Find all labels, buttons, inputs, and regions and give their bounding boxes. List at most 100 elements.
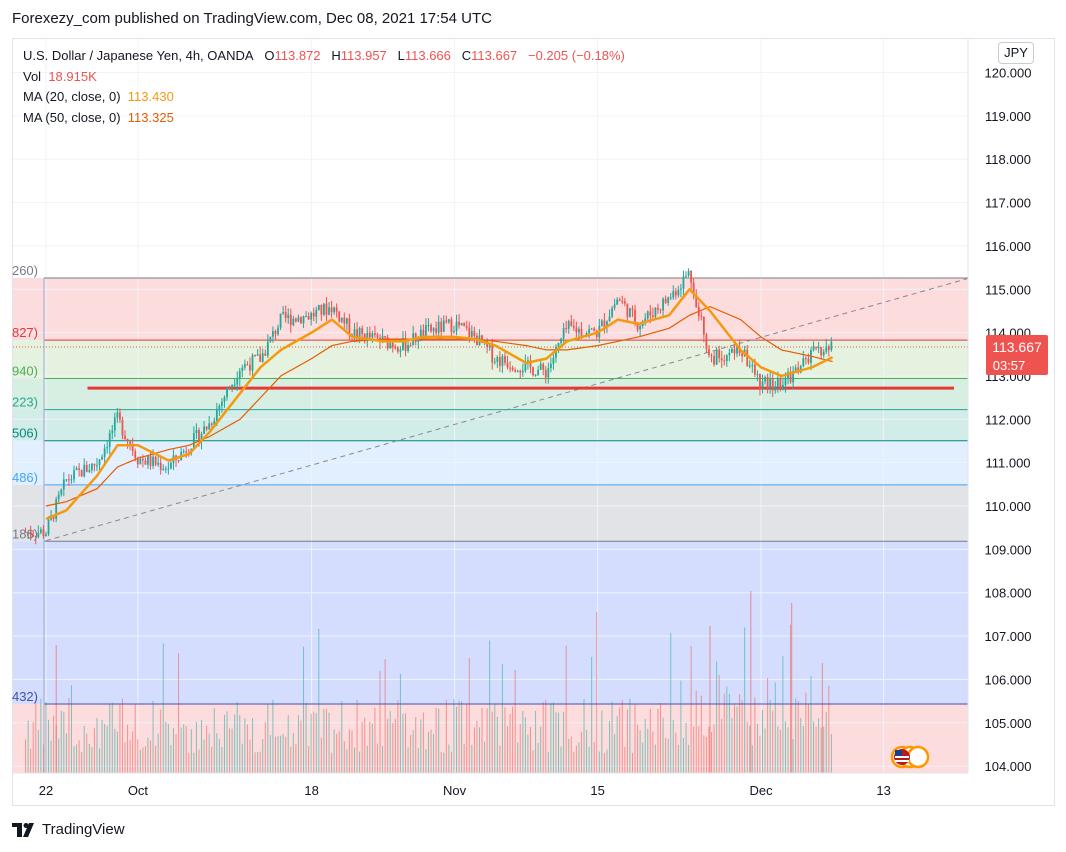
candle-body — [746, 349, 749, 367]
candle-body — [672, 291, 675, 298]
candle-body — [555, 346, 557, 358]
candle-body — [32, 535, 35, 537]
currency-button[interactable]: JPY — [998, 42, 1034, 64]
candle-body — [200, 434, 203, 443]
candle-body — [516, 370, 519, 372]
tradingview-brand[interactable]: TradingView — [12, 821, 125, 838]
candle-body — [228, 387, 231, 389]
candle-body — [634, 309, 636, 323]
candle-body — [549, 363, 552, 369]
candle-body — [736, 346, 738, 354]
candle-body — [205, 426, 208, 430]
candle-body — [807, 358, 810, 363]
candle-body — [657, 307, 659, 310]
candle-body — [618, 299, 621, 302]
candle-body — [794, 367, 797, 371]
candle-body — [282, 311, 285, 314]
ma20-label[interactable]: MA (20, close, 0) — [23, 89, 121, 104]
ma50-label[interactable]: MA (50, close, 0) — [23, 109, 121, 125]
candle-body — [292, 318, 295, 326]
candle-body — [264, 353, 267, 356]
candle-body — [80, 469, 83, 477]
fib-zone — [13, 378, 968, 410]
candle-body — [195, 429, 198, 434]
candle-body — [330, 307, 333, 313]
candle-body — [437, 321, 440, 333]
candle-body — [700, 315, 703, 317]
candle-body — [389, 342, 392, 349]
candle-body — [585, 333, 588, 336]
candle-body — [751, 364, 754, 366]
ma50-line — [45, 305, 833, 507]
candle-body — [402, 338, 404, 350]
fib-level-label: 260) — [12, 263, 38, 278]
candle-body — [419, 329, 422, 341]
price-tick-label: 115.000 — [985, 282, 1031, 297]
candle-body — [162, 468, 165, 470]
candle-body — [782, 384, 784, 390]
candle-body — [358, 328, 361, 338]
price-tag-price: 113.667 — [992, 339, 1042, 355]
candle-body — [340, 317, 343, 322]
fib-level-lines — [43, 277, 968, 773]
vol-label[interactable]: Vol — [23, 68, 42, 84]
candle-body — [692, 282, 695, 295]
candle-body — [198, 429, 200, 443]
candle-body — [662, 298, 664, 311]
candle-body — [27, 531, 30, 533]
price-tick-label: 112.000 — [985, 412, 1031, 427]
candle-body — [376, 334, 379, 338]
fib-zone — [13, 484, 968, 542]
candle-body — [623, 301, 626, 304]
candle-body — [297, 317, 300, 322]
price-tick-label: 105.000 — [985, 716, 1032, 731]
candle-body — [595, 331, 598, 338]
candle-body — [231, 384, 234, 389]
candle-body — [723, 360, 726, 362]
ma20-line — [45, 288, 834, 521]
candle-body — [705, 334, 708, 349]
candle-body — [509, 367, 511, 369]
candle-body — [254, 355, 256, 357]
symbol-name[interactable]: U.S. Dollar / Japanese Yen, 4h, OANDA — [23, 48, 254, 63]
candle-body — [147, 455, 149, 465]
candle-body — [677, 289, 680, 296]
low-label: L — [397, 48, 405, 63]
candle-body — [42, 529, 45, 537]
candle-body — [70, 479, 73, 481]
candle-body — [29, 531, 32, 536]
time-tick-label: 13 — [876, 783, 890, 798]
economic-event-markers[interactable] — [890, 745, 930, 769]
candle-body — [131, 445, 134, 452]
event-marker-icon — [906, 745, 930, 769]
candle-body — [779, 377, 782, 390]
candle-body — [817, 347, 820, 349]
candle-body — [542, 363, 545, 370]
price-tag-countdown: 03:57 — [993, 358, 1026, 373]
candle-body — [792, 370, 795, 383]
candle-body — [261, 353, 264, 362]
candle-body — [159, 462, 162, 470]
legend-symbol-row: U.S. Dollar / Japanese Yen, 4h, OANDA O1… — [23, 46, 625, 67]
candle-body — [422, 329, 425, 337]
legend-ma20-row: MA (20, close, 0) 113.430 — [23, 87, 625, 108]
candle-body — [277, 327, 279, 335]
candle-body — [343, 317, 346, 324]
time-tick-label: 15 — [590, 783, 604, 798]
time-tick-label: Nov — [443, 783, 467, 798]
candle-body — [274, 330, 277, 335]
candle-body — [241, 367, 244, 371]
candle-body — [458, 321, 460, 326]
candle-body — [685, 275, 687, 277]
candle-body — [307, 316, 310, 320]
candle-body — [24, 532, 27, 534]
last-price-tag: 113.667 03:57 — [986, 335, 1048, 375]
candle-body — [417, 340, 420, 342]
candle-body — [266, 341, 269, 356]
candle-body — [453, 330, 455, 333]
fib-zone — [13, 541, 968, 705]
candle-body — [226, 387, 228, 398]
candle-body — [761, 381, 764, 389]
candle-body — [626, 303, 629, 318]
